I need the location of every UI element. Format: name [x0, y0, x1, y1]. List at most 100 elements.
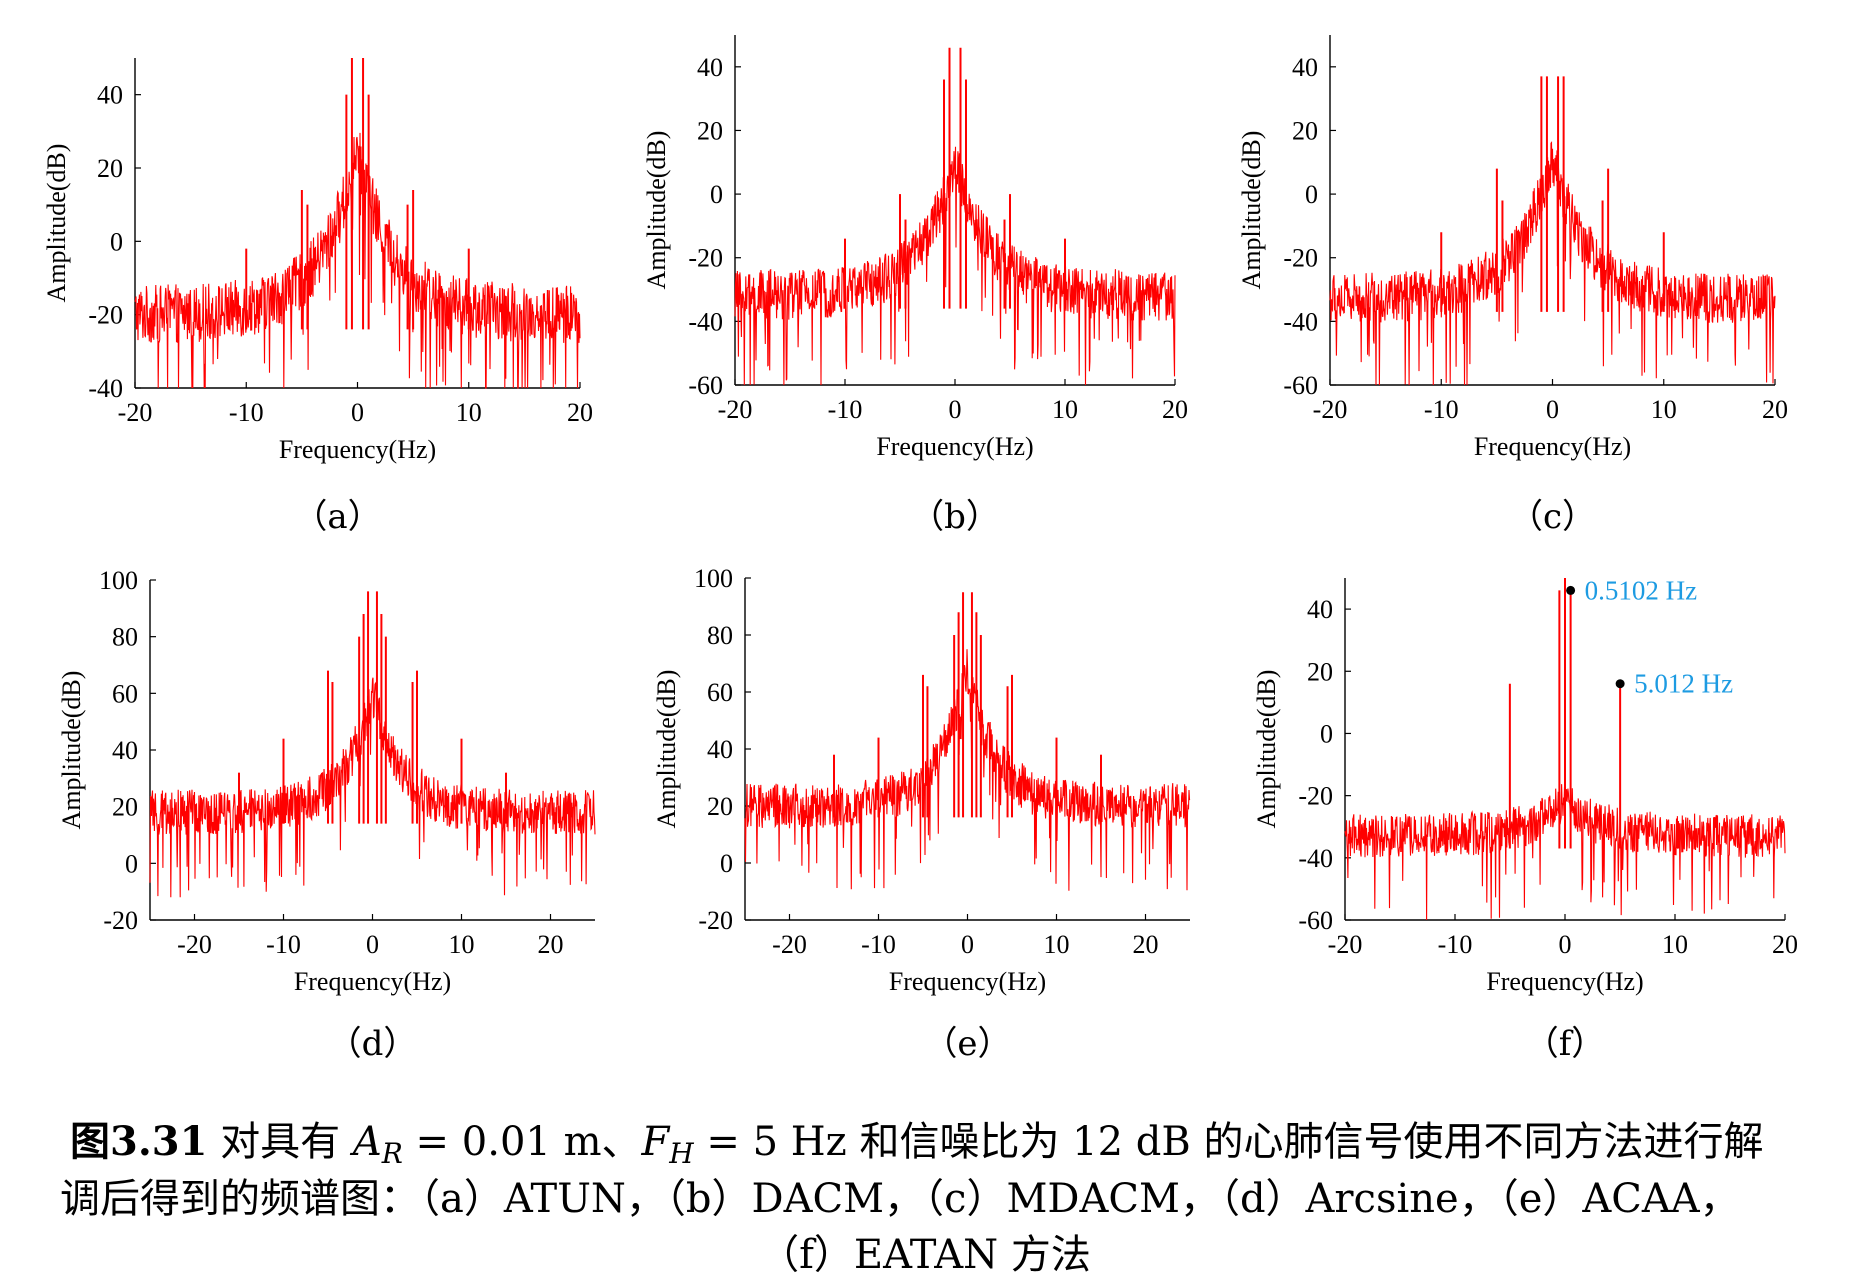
y-tick-label: -40 — [1283, 307, 1318, 336]
x-tick-label: -20 — [177, 930, 212, 959]
caption-line-1: 图3.31 对具有 AR = 0.01 m、FH = 5 Hz 和信噪比为 12… — [70, 1118, 1764, 1170]
caption-ar-sub: R — [381, 1137, 403, 1170]
x-tick-label: 0 — [366, 930, 379, 959]
x-tick-label: -10 — [1438, 930, 1473, 959]
y-tick-label: -20 — [1298, 782, 1333, 811]
spectrum-trace — [734, 146, 1176, 386]
x-tick-label: 20 — [1762, 395, 1788, 424]
y-tick-label: 40 — [112, 736, 138, 765]
y-tick-label: 0 — [110, 227, 123, 256]
spectrum-trace — [744, 649, 1191, 891]
x-tick-label: 10 — [449, 930, 475, 959]
y-tick-label: -20 — [698, 906, 733, 935]
x-tick-label: 10 — [456, 398, 482, 427]
y-tick-label: 40 — [697, 53, 723, 82]
datatip-label: 5.012 Hz — [1634, 669, 1733, 699]
spectrum-trace — [149, 677, 596, 898]
y-tick-label: 0 — [1305, 180, 1318, 209]
panel-a: -20 -10 0 10 20-40-2002040Frequency(Hz)Ampli… — [42, 58, 593, 537]
y-tick-label: -20 — [103, 906, 138, 935]
x-tick-label: 0 — [949, 395, 962, 424]
y-tick-label: 100 — [99, 566, 138, 595]
panel-label: （d） — [328, 1024, 418, 1064]
x-tick-label: 0 — [961, 930, 974, 959]
x-tick-label: 20 — [567, 398, 593, 427]
caption-line-2: 调后得到的频谱图：（a）ATUN，（b）DACM，（c）MDACM，（d）Arc… — [60, 1176, 1740, 1222]
y-tick-label: 40 — [97, 81, 123, 110]
x-tick-label: 10 — [1052, 395, 1078, 424]
caption-fig-number: 图3.31 — [70, 1118, 207, 1165]
y-tick-label: -60 — [1298, 906, 1333, 935]
caption-suffix: = 5 Hz 和信噪比为 12 dB 的心肺信号使用不同方法进行解 — [694, 1119, 1764, 1165]
y-tick-label: 0 — [710, 180, 723, 209]
panel-b: -20 -10 0 10 20 -60 -40 -20 0 20 40 Frequency(Hz) Am… — [642, 35, 1188, 537]
x-tick-label: 0 — [1546, 395, 1559, 424]
y-tick-label: 40 — [1292, 53, 1318, 82]
x-tick-label: -10 — [828, 395, 863, 424]
panel-label: （f） — [1525, 1024, 1606, 1064]
y-tick-label: -60 — [1283, 371, 1318, 400]
y-tick-label: -20 — [88, 301, 123, 330]
panel-label: （e） — [923, 1024, 1011, 1064]
x-tick-label: -20 — [1328, 930, 1363, 959]
x-tick-label: -10 — [229, 398, 264, 427]
y-axis-label: Amplitude(dB) — [1252, 670, 1281, 829]
x-tick-label: 10 — [1651, 395, 1677, 424]
panel-f: -20 -10 0 10 20 -60 -40 -20 0 20 40 Frequency(Hz) Am… — [1252, 575, 1798, 1064]
y-tick-label: 0 — [1320, 719, 1333, 748]
datatip-marker — [1566, 585, 1576, 595]
y-axis-label: Amplitude(dB) — [1237, 131, 1266, 290]
x-axis-label: Frequency(Hz) — [889, 967, 1046, 996]
spectrum-trace — [1329, 141, 1776, 386]
panel-c: -20 -10 0 10 20 -60 -40 -20 0 20 40 Frequency(Hz) Am… — [1237, 35, 1788, 537]
y-tick-label: 80 — [707, 621, 733, 650]
x-axis-label: Frequency(Hz) — [876, 432, 1033, 461]
y-tick-label: -40 — [88, 374, 123, 403]
x-tick-label: 0 — [351, 398, 364, 427]
x-tick-label: -10 — [861, 930, 896, 959]
caption-ar-var: A — [349, 1119, 382, 1165]
x-tick-label: -20 — [1313, 395, 1348, 424]
x-tick-label: -20 — [772, 930, 807, 959]
y-tick-label: 20 — [1292, 116, 1318, 145]
x-tick-label: -20 — [118, 398, 153, 427]
x-axis-label: Frequency(Hz) — [279, 435, 436, 464]
datatip-marker — [1615, 679, 1625, 689]
x-tick-label: 10 — [1044, 930, 1070, 959]
x-tick-label: 20 — [538, 930, 564, 959]
y-tick-label: 60 — [707, 678, 733, 707]
y-tick-label: -40 — [688, 307, 723, 336]
panels-layer: -20 -10 0 10 20-40-2002040Frequency(Hz)Ampli… — [42, 35, 1798, 1064]
y-tick-label: -60 — [688, 371, 723, 400]
x-axis-label: Frequency(Hz) — [294, 967, 451, 996]
y-tick-label: 20 — [1307, 657, 1333, 686]
panel-label: （a） — [293, 497, 381, 537]
y-tick-label: 60 — [112, 679, 138, 708]
y-tick-label: -20 — [1283, 244, 1318, 273]
panel-d: -20 -10 0 10 20 -20 0 20 40 60 80 100 Frequency(Hz) A… — [57, 566, 596, 1064]
y-tick-label: 20 — [97, 154, 123, 183]
datatip-label: 0.5102 Hz — [1585, 575, 1697, 605]
caption-ar-value: = 0.01 m、 — [403, 1119, 642, 1165]
caption-prefix: 对具有 — [207, 1119, 352, 1165]
spectrum-trace — [134, 132, 581, 389]
y-tick-label: 0 — [720, 849, 733, 878]
x-tick-label: -10 — [266, 930, 301, 959]
y-axis-label: Amplitude(dB) — [57, 671, 86, 830]
x-tick-label: 20 — [1162, 395, 1188, 424]
y-tick-label: -20 — [688, 244, 723, 273]
y-axis-label: Amplitude(dB) — [42, 144, 71, 303]
y-tick-label: 20 — [697, 116, 723, 145]
caption-fh-sub: H — [668, 1137, 694, 1170]
caption-fh-var: F — [641, 1119, 671, 1165]
x-tick-label: 10 — [1662, 930, 1688, 959]
y-tick-label: 20 — [112, 793, 138, 822]
caption-line-3: （f）EATAN 方法 — [759, 1232, 1091, 1278]
x-axis-label: Frequency(Hz) — [1474, 432, 1631, 461]
y-tick-label: -40 — [1298, 844, 1333, 873]
y-tick-label: 100 — [694, 564, 733, 593]
y-tick-label: 20 — [707, 792, 733, 821]
x-tick-label: 20 — [1772, 930, 1798, 959]
y-tick-label: 80 — [112, 623, 138, 652]
